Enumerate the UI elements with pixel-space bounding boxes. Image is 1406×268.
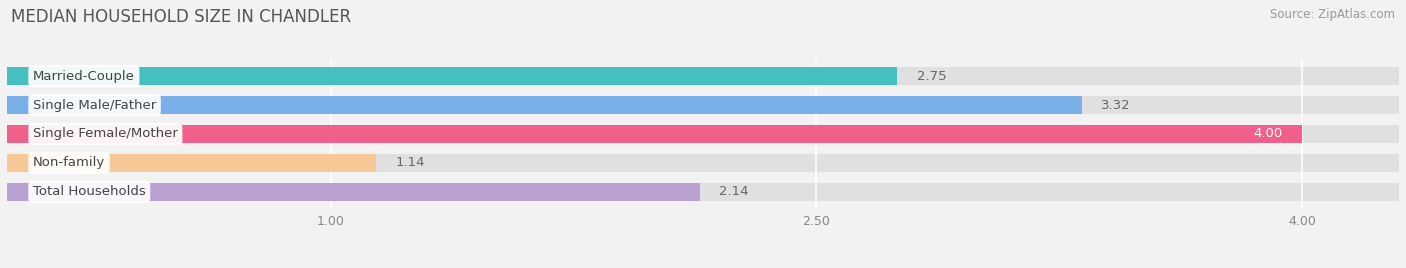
Bar	[7, 154, 375, 172]
Text: MEDIAN HOUSEHOLD SIZE IN CHANDLER: MEDIAN HOUSEHOLD SIZE IN CHANDLER	[11, 8, 352, 26]
Text: 1.14: 1.14	[395, 156, 425, 169]
Bar	[7, 67, 897, 85]
Bar	[7, 96, 1081, 114]
Text: Total Households: Total Households	[32, 185, 146, 198]
Bar	[7, 96, 1399, 114]
Text: Non-family: Non-family	[32, 156, 105, 169]
Text: 2.75: 2.75	[917, 70, 946, 83]
Bar	[7, 125, 1302, 143]
Text: 4.00: 4.00	[1253, 128, 1282, 140]
Bar	[7, 183, 1399, 201]
Text: Married-Couple: Married-Couple	[32, 70, 135, 83]
Text: Single Female/Mother: Single Female/Mother	[32, 128, 177, 140]
Text: 2.14: 2.14	[720, 185, 748, 198]
Bar	[7, 125, 1399, 143]
Bar	[7, 67, 1399, 85]
Bar	[7, 154, 1399, 172]
Text: 3.32: 3.32	[1101, 99, 1130, 112]
Bar	[7, 183, 700, 201]
Text: Single Male/Father: Single Male/Father	[32, 99, 156, 112]
Text: Source: ZipAtlas.com: Source: ZipAtlas.com	[1270, 8, 1395, 21]
